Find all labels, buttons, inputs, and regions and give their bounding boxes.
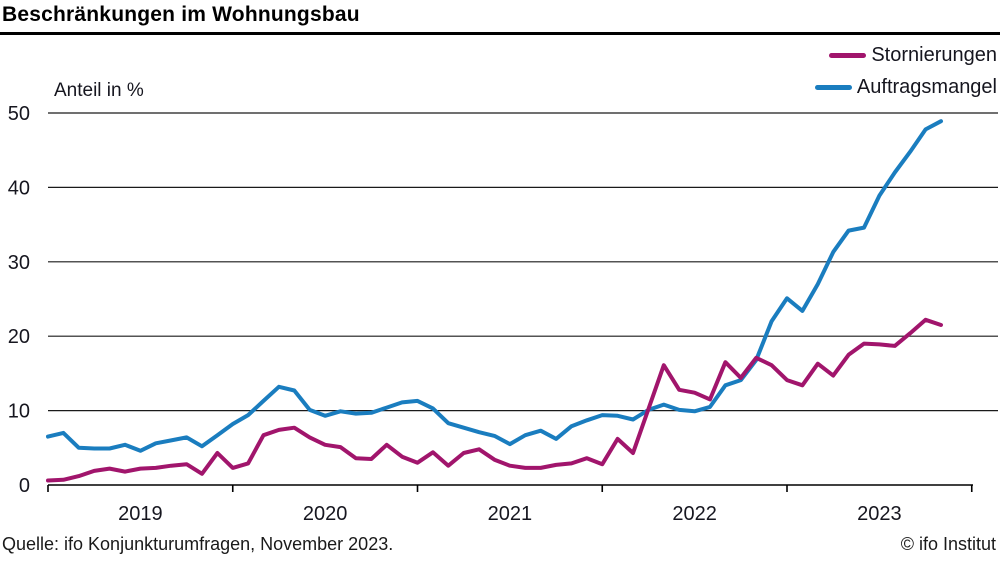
legend-label-auftragsmangel: Auftragsmangel <box>856 76 997 98</box>
y-tick-label: 10 <box>8 401 30 423</box>
legend-item-stornierungen: Stornierungen <box>829 44 997 67</box>
footer: Quelle: ifo Konjunkturumfragen, November… <box>0 534 1000 555</box>
legend-label-stornierungen: Stornierungen <box>871 44 997 66</box>
auftragsmangel-line-swatch <box>814 85 852 90</box>
title-rule <box>0 32 1000 35</box>
copyright-note: © ifo Institut <box>900 534 996 554</box>
series-line-stornierungen <box>46 317 943 483</box>
stornierungen-line-swatch <box>829 53 867 58</box>
x-tick-label: 2020 <box>303 503 348 525</box>
legend-item-auftragsmangel: Auftragsmangel <box>814 76 997 99</box>
x-tick-label: 2021 <box>488 503 533 525</box>
source-note: Quelle: ifo Konjunkturumfragen, November… <box>2 534 394 554</box>
series-line-auftragsmangel <box>46 119 943 453</box>
y-tick-label: 40 <box>8 177 30 199</box>
x-tick-label: 2023 <box>857 503 902 525</box>
y-tick-label: 20 <box>8 326 30 348</box>
x-tick-label: 2022 <box>672 503 717 525</box>
x-tick-label: 2019 <box>118 503 163 525</box>
y-tick-label: 30 <box>8 252 30 274</box>
page-title: Beschränkungen im Wohnungsbau <box>2 3 360 26</box>
y-tick-label: 0 <box>19 475 30 497</box>
legend: Stornierungen Auftragsmangel <box>814 44 997 99</box>
y-tick-label: 50 <box>8 103 30 125</box>
y-axis-title: Anteil in % <box>54 80 144 101</box>
